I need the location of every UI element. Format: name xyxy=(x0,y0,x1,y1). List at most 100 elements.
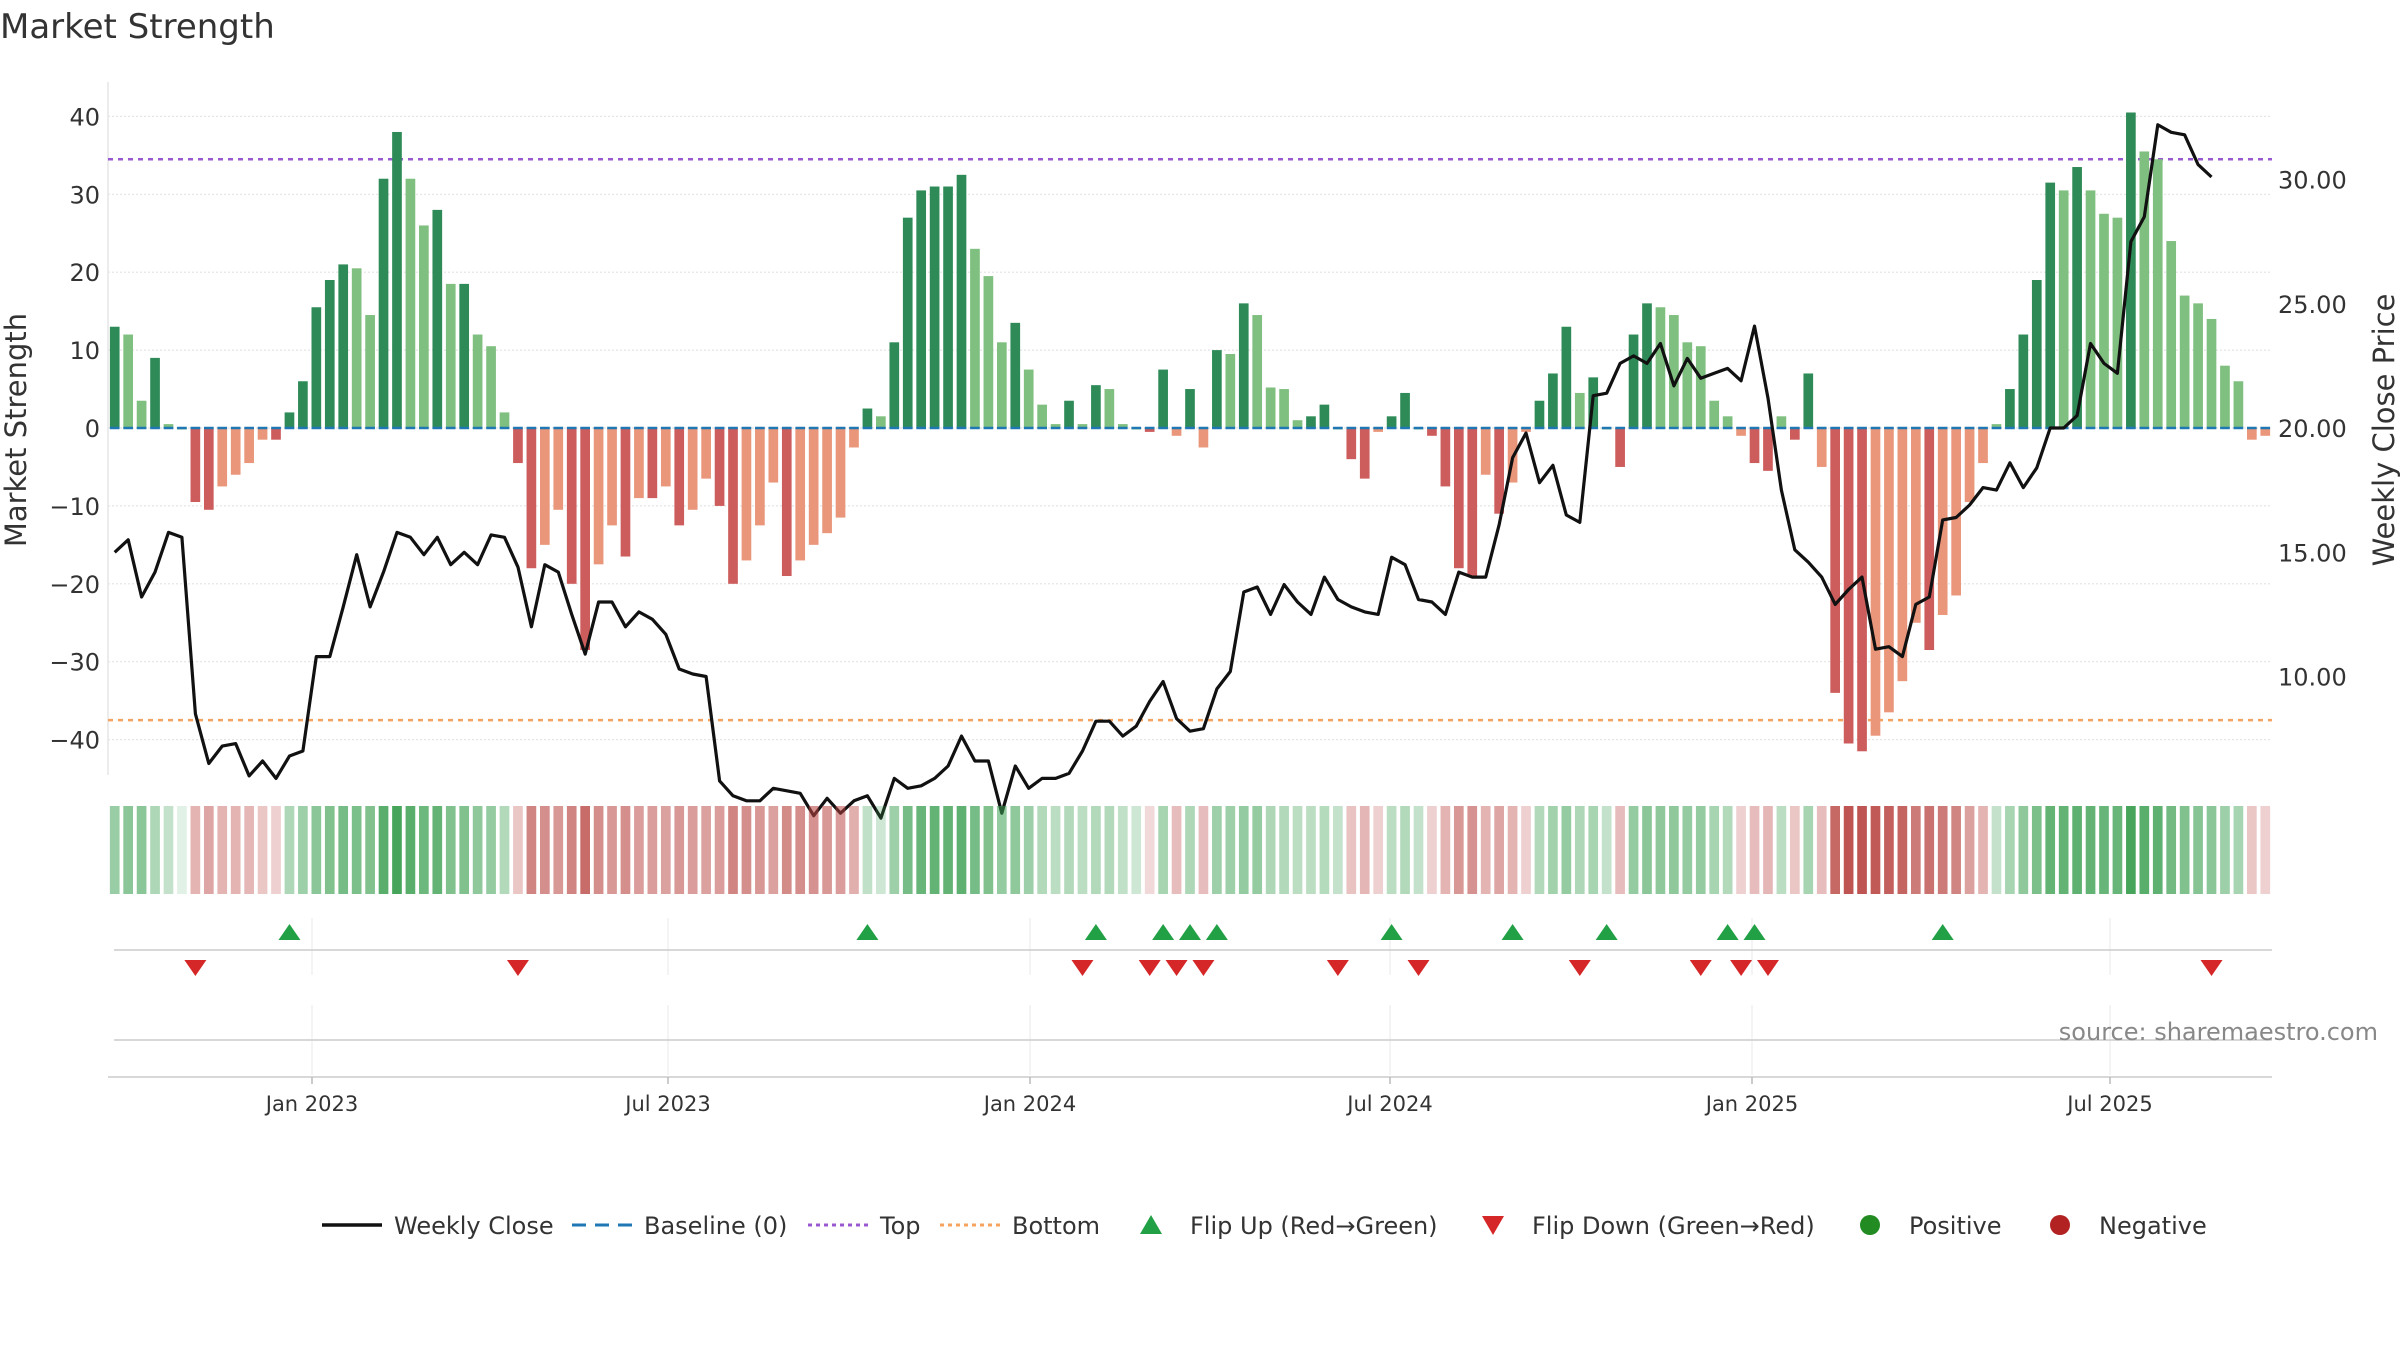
x-tick-label: Jan 2023 xyxy=(264,1092,359,1116)
strength-bar xyxy=(1803,373,1814,428)
heat-cell xyxy=(1534,806,1545,894)
heat-cell xyxy=(996,806,1007,894)
heat-cell xyxy=(513,806,523,894)
heat-cell xyxy=(1292,806,1303,894)
strength-bar xyxy=(203,428,214,510)
y-tick-label: 20 xyxy=(69,259,100,287)
heat-cell xyxy=(338,806,349,894)
heat-cell xyxy=(808,806,819,894)
weekly-close-line xyxy=(113,123,2213,820)
heat-cell xyxy=(351,806,362,894)
y-tick-label: 10 xyxy=(69,337,100,365)
heat-cell xyxy=(566,806,577,894)
strength-bar xyxy=(2058,190,2069,428)
heat-cell xyxy=(1803,806,1814,894)
y2-tick-label: 25.00 xyxy=(2278,291,2347,319)
flip-down-marker xyxy=(1326,960,1349,976)
flip-up-marker xyxy=(1743,924,1766,940)
legend-item: Bottom xyxy=(940,1212,1100,1240)
heat-cell xyxy=(1050,806,1061,894)
heat-cell xyxy=(714,806,725,894)
heat-cell xyxy=(109,806,120,894)
strength-bar xyxy=(822,428,832,534)
strength-bar xyxy=(1561,326,1572,428)
heat-cell xyxy=(298,806,308,894)
heat-cell xyxy=(1117,806,1128,894)
strength-bar xyxy=(1319,404,1330,428)
flip-up-marker xyxy=(1084,924,1107,940)
strength-bar xyxy=(634,428,644,499)
heat-cell xyxy=(1010,806,1021,894)
strength-bar xyxy=(311,307,322,428)
strength-bar xyxy=(1910,428,1921,623)
heat-cell xyxy=(889,806,900,894)
heat-cell xyxy=(2166,806,2177,894)
heat-cell xyxy=(405,806,416,894)
strength-bar xyxy=(1427,428,1437,436)
strength-bar xyxy=(1655,307,1666,428)
heat-cell xyxy=(701,806,711,894)
strength-bar xyxy=(1682,342,1693,428)
heat-cell xyxy=(593,806,604,894)
strength-bar xyxy=(620,428,631,557)
strength-bar xyxy=(109,326,120,428)
strength-bar xyxy=(2220,365,2230,428)
strength-bar xyxy=(1198,428,1209,448)
flip-down-marker xyxy=(184,960,207,976)
strength-bar xyxy=(2179,295,2190,428)
heat-cell xyxy=(1843,806,1854,894)
heat-cell xyxy=(1131,806,1142,894)
heat-cell xyxy=(244,806,254,894)
heat-cell xyxy=(1507,806,1518,894)
heat-cell xyxy=(1628,806,1639,894)
heat-cell xyxy=(284,806,295,894)
heat-cell xyxy=(607,806,617,894)
chart-title: Market Strength xyxy=(0,7,275,47)
heat-cell xyxy=(1830,806,1841,894)
strength-bar xyxy=(1521,428,1531,432)
legend-item: Negative xyxy=(2050,1212,2207,1240)
strength-bar xyxy=(472,334,483,428)
strength-bar xyxy=(2018,334,2029,428)
legend-label: Flip Up (Red→Green) xyxy=(1190,1212,1438,1240)
strength-bar xyxy=(902,217,913,428)
heat-cell xyxy=(1682,806,1693,894)
strength-bar xyxy=(378,178,389,428)
heat-cell xyxy=(1709,806,1720,894)
heat-cell xyxy=(2005,806,2015,894)
heat-cell xyxy=(2139,806,2150,894)
heat-cell xyxy=(1736,806,1746,894)
strength-bar xyxy=(1252,315,1263,428)
strength-bar xyxy=(1144,428,1155,432)
legend-flip-down-icon xyxy=(1482,1216,1504,1235)
strength-bar xyxy=(150,357,160,428)
flip-up-marker xyxy=(1152,924,1175,940)
strength-bar xyxy=(2031,279,2042,428)
strength-bar xyxy=(795,428,806,561)
heat-cell xyxy=(916,806,927,894)
heat-cell xyxy=(2246,806,2257,894)
y2-tick-label: 15.00 xyxy=(2278,539,2347,567)
strength-bar xyxy=(486,346,496,428)
strength-bar xyxy=(2112,217,2123,428)
strength-bar xyxy=(1171,428,1182,436)
heat-cell xyxy=(1077,806,1088,894)
strength-bar xyxy=(1480,428,1491,475)
flip-down-marker xyxy=(1192,960,1215,976)
strength-bar xyxy=(607,428,617,526)
heat-cell xyxy=(1091,806,1101,894)
flip-down-marker xyxy=(1689,960,1712,976)
strength-bar xyxy=(365,315,375,428)
strength-bar xyxy=(1709,400,1720,428)
legend-item: Top xyxy=(808,1212,921,1240)
heat-cell xyxy=(1588,806,1599,894)
heat-cell xyxy=(203,806,214,894)
strength-bar xyxy=(1453,428,1464,569)
heat-cell xyxy=(1494,806,1504,894)
source-note: source: sharemaestro.com xyxy=(2059,1018,2378,1046)
heat-cell xyxy=(486,806,496,894)
strength-bar xyxy=(284,412,295,428)
legend-item: Baseline (0) xyxy=(572,1212,787,1240)
heat-cell xyxy=(1306,806,1316,894)
y-tick-label: −40 xyxy=(49,727,100,755)
